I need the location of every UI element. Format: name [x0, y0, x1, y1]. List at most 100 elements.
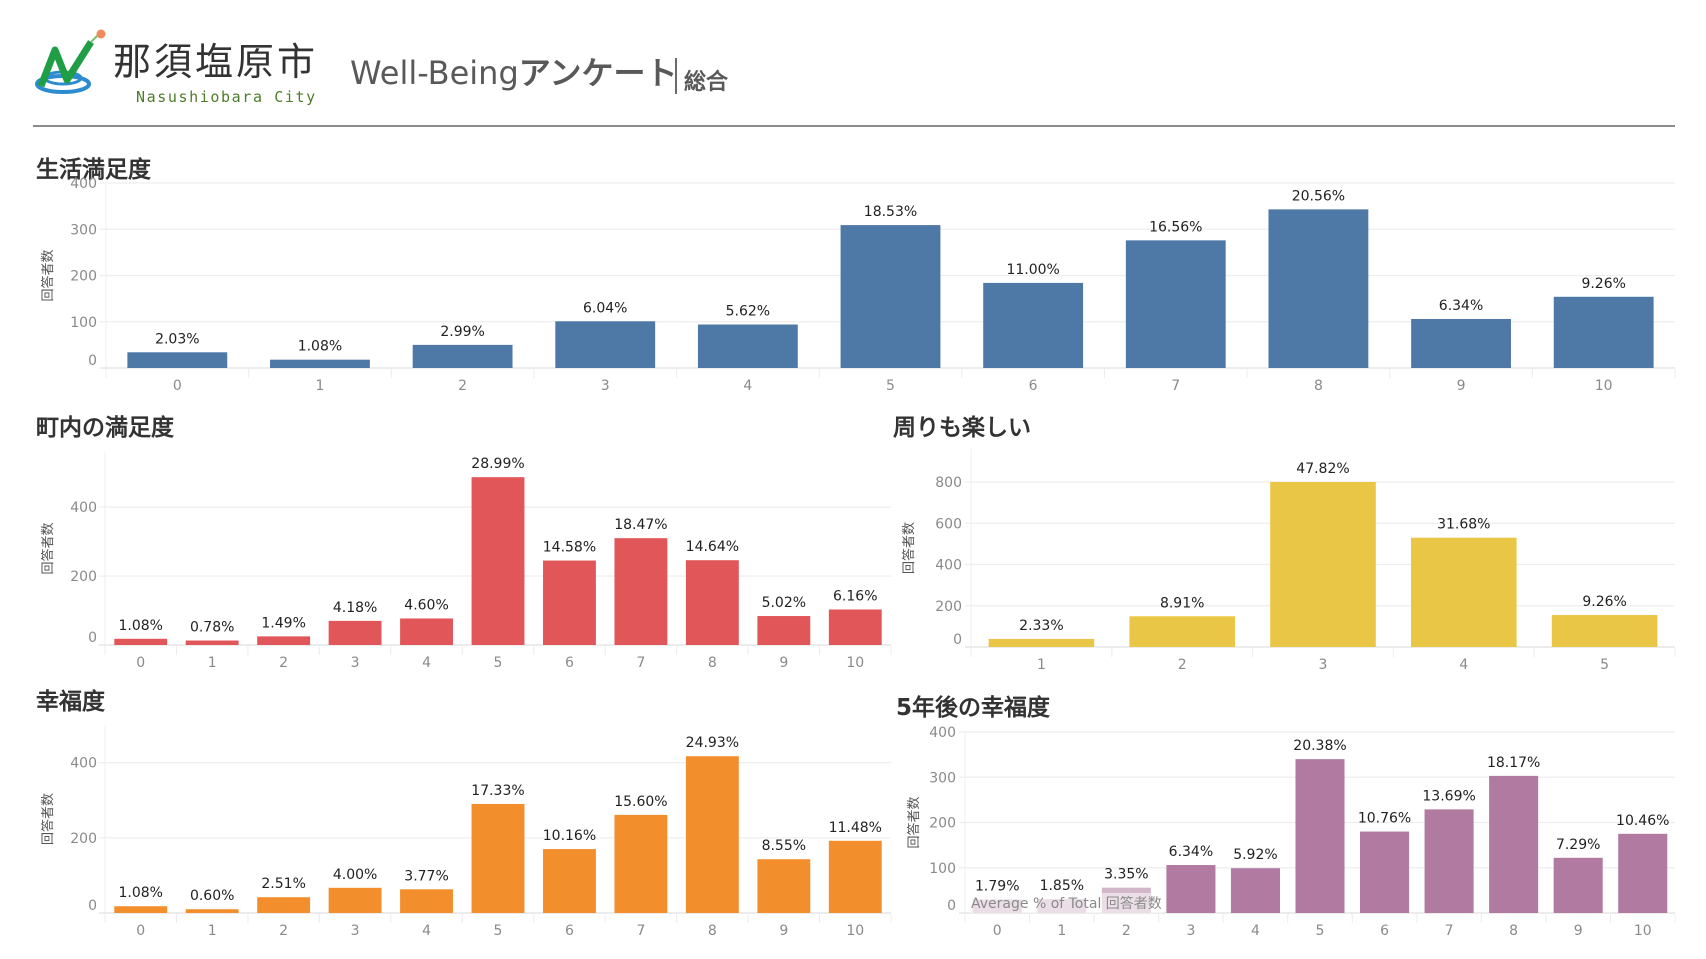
data-label: 11.48% [829, 820, 882, 836]
x-tick-label: 6 [565, 923, 574, 939]
y-tick-label: 200 [929, 816, 956, 832]
data-label: 47.82% [1296, 461, 1349, 477]
data-label: 28.99% [471, 456, 524, 472]
y-tick-label: 0 [947, 898, 956, 914]
data-label: 18.53% [864, 204, 917, 220]
data-label: 6.16% [833, 589, 877, 605]
bar [1270, 482, 1376, 647]
bar [1618, 833, 1668, 913]
bar [543, 560, 596, 645]
bar [757, 859, 811, 913]
app-title-latin: Well-Being [350, 54, 519, 92]
data-label: 0.60% [190, 888, 234, 904]
x-tick-label: 2 [1122, 923, 1131, 939]
x-tick-label: 5 [494, 655, 503, 671]
chart-title-happiness: 幸福度 [36, 689, 105, 715]
x-tick-label: 1 [208, 655, 217, 671]
bar [1553, 857, 1603, 913]
data-label: 2.33% [1019, 618, 1063, 634]
data-label: 8.91% [1160, 595, 1204, 611]
bar [1295, 759, 1345, 913]
y-tick-label: 300 [70, 222, 97, 238]
bar [1125, 240, 1226, 368]
y-tick-label: 200 [70, 569, 97, 585]
x-tick-label: 3 [351, 923, 360, 939]
bar [328, 620, 382, 645]
data-label: 20.56% [1292, 188, 1345, 204]
x-tick-label: 8 [1314, 378, 1323, 394]
data-label: 7.29% [1556, 837, 1600, 853]
app-title: Well-Beingアンケート [350, 52, 678, 94]
y-tick-label: 200 [70, 831, 97, 847]
x-tick-label: 1 [208, 923, 217, 939]
bar [471, 477, 525, 645]
x-tick-label: 6 [1029, 378, 1038, 394]
x-tick-label: 5 [886, 378, 895, 394]
title-separator [675, 58, 677, 94]
data-label: 5.62% [726, 304, 770, 320]
data-label: 17.33% [471, 783, 524, 799]
data-label: 18.17% [1487, 755, 1540, 771]
x-tick-label: 0 [173, 378, 182, 394]
data-label: 1.79% [975, 878, 1019, 894]
y-tick-label: 400 [935, 558, 962, 574]
data-label: 1.08% [118, 618, 162, 634]
x-tick-label: 10 [1634, 923, 1652, 939]
x-tick-label: 4 [422, 655, 431, 671]
x-tick-label: 10 [846, 923, 864, 939]
data-label: 2.99% [440, 324, 484, 340]
bar [685, 560, 739, 645]
x-tick-label: 8 [708, 923, 717, 939]
chart-title-life-satisfaction: 生活満足度 [36, 157, 151, 183]
y-tick-label: 0 [953, 632, 962, 648]
bar [257, 897, 311, 913]
city-name-en: Nasushiobara City [136, 88, 317, 106]
bar [114, 638, 168, 645]
data-label: 31.68% [1437, 517, 1490, 533]
data-label: 16.56% [1149, 219, 1202, 235]
data-label: 24.93% [686, 735, 739, 751]
x-tick-label: 4 [1459, 657, 1468, 673]
data-label: 3.77% [404, 868, 448, 884]
bar [1411, 537, 1517, 647]
y-axis-title: 回答者数 [40, 793, 56, 845]
bar [412, 344, 513, 368]
x-tick-label: 7 [1445, 923, 1454, 939]
x-tick-label: 7 [636, 923, 645, 939]
x-tick-label: 9 [1574, 923, 1583, 939]
bar [840, 225, 941, 368]
data-label: 2.51% [261, 876, 305, 892]
y-tick-label: 400 [929, 725, 956, 741]
data-label: 9.26% [1581, 276, 1625, 292]
bar [988, 638, 1095, 647]
x-tick-label: 2 [458, 378, 467, 394]
x-tick-label: 4 [1251, 923, 1260, 939]
data-label: 13.69% [1422, 788, 1475, 804]
data-label: 1.08% [118, 885, 162, 901]
x-tick-label: 4 [743, 378, 752, 394]
x-tick-label: 1 [1037, 657, 1046, 673]
data-label: 10.46% [1616, 813, 1669, 829]
y-axis-title: 回答者数 [40, 249, 56, 301]
city-name-jp: 那須塩原市 [113, 40, 319, 84]
x-tick-label: 6 [1380, 923, 1389, 939]
average-percent-overlay-label: Average % of Total 回答者数 [970, 893, 1163, 913]
y-tick-label: 400 [70, 176, 97, 192]
data-label: 4.18% [333, 600, 377, 616]
y-tick-label: 800 [935, 475, 962, 491]
data-label: 8.55% [762, 838, 806, 854]
data-label: 4.00% [333, 867, 377, 883]
bar [328, 887, 382, 913]
data-label: 1.49% [261, 615, 305, 631]
data-label: 15.60% [614, 794, 667, 810]
x-tick-label: 1 [1057, 923, 1066, 939]
x-tick-label: 0 [136, 655, 145, 671]
bar [1551, 615, 1658, 647]
x-tick-label: 10 [1595, 378, 1613, 394]
data-label: 9.26% [1582, 594, 1626, 610]
x-tick-label: 9 [779, 655, 788, 671]
chart-title-happiness-5y: 5年後の幸福度 [896, 695, 1051, 721]
x-tick-label: 5 [494, 923, 503, 939]
